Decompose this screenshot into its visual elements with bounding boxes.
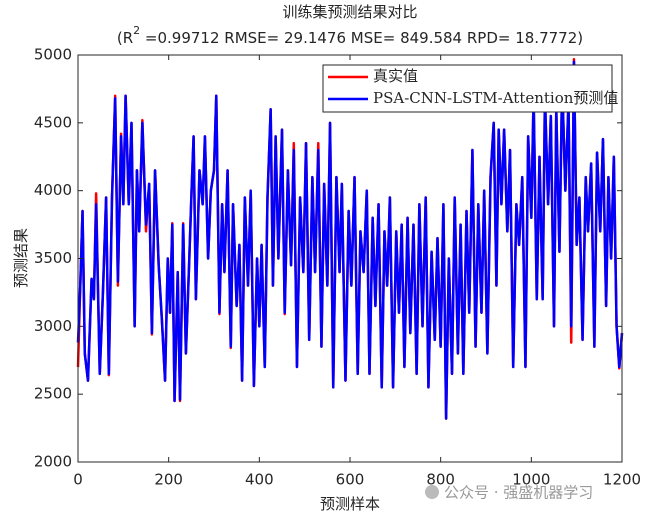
x-tick-label: 1000	[512, 471, 550, 489]
series-line	[76, 60, 624, 420]
subtitle-part: =0.99712 RMSE= 29.1476 MSE= 849.584 RPD=…	[140, 29, 583, 47]
y-tick-label: 3000	[34, 317, 72, 335]
legend-label: PSA-CNN-LSTM-Attention预测值	[373, 89, 618, 107]
subtitle-part: (R	[117, 29, 133, 47]
y-tick-label: 2500	[34, 385, 72, 403]
legend-box	[322, 64, 613, 113]
y-axis-label: 预测结果	[12, 228, 30, 288]
chart-subtitle: (R2 =0.99712 RMSE= 29.1476 MSE= 849.584 …	[117, 24, 583, 47]
x-tick-label: 200	[154, 471, 183, 489]
chart-title: 训练集预测结果对比	[282, 3, 417, 21]
watermark: 公众号 · 强盛机器学习	[444, 484, 593, 502]
watermark-icon	[425, 485, 439, 499]
y-tick-label: 2000	[34, 453, 72, 471]
x-tick-label: 0	[73, 471, 83, 489]
x-tick-label: 1200	[603, 471, 641, 489]
subtitle-superscript: 2	[133, 24, 140, 37]
y-tick-label: 3500	[34, 249, 72, 267]
x-tick-label: 400	[245, 471, 274, 489]
x-tick-label: 600	[336, 471, 365, 489]
legend: 真实值 PSA-CNN-LSTM-Attention预测值	[322, 64, 618, 113]
y-tick-label: 4500	[34, 113, 72, 131]
x-tick-label: 800	[426, 471, 455, 489]
x-axis-label: 预测样本	[320, 495, 380, 513]
y-tick-label: 4000	[34, 181, 72, 199]
legend-label: 真实值	[373, 67, 418, 85]
y-tick-label: 5000	[34, 46, 72, 64]
